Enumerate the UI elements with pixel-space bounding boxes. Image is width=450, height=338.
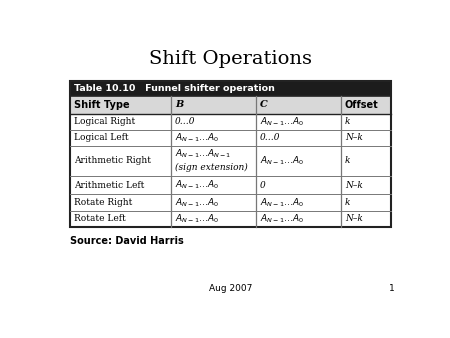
Text: 0…0: 0…0 xyxy=(175,117,195,126)
Text: Arithmetic Right: Arithmetic Right xyxy=(74,156,151,165)
Text: Logical Left: Logical Left xyxy=(74,133,128,142)
Text: Rotate Left: Rotate Left xyxy=(74,214,126,223)
Text: Shift Operations: Shift Operations xyxy=(149,50,312,68)
Text: C: C xyxy=(260,100,268,110)
Text: $A_{N-1}\ldots A_0$: $A_{N-1}\ldots A_0$ xyxy=(175,196,219,209)
Text: $A_{N-1}\ldots A_0$: $A_{N-1}\ldots A_0$ xyxy=(175,131,219,144)
Text: Table 10.10   Funnel shifter operation: Table 10.10 Funnel shifter operation xyxy=(74,84,275,93)
Text: $A_{N-1}\ldots A_0$: $A_{N-1}\ldots A_0$ xyxy=(260,212,304,225)
Text: Rotate Right: Rotate Right xyxy=(74,198,132,207)
Text: 0…0: 0…0 xyxy=(260,133,280,142)
Text: N–k: N–k xyxy=(345,181,363,190)
Text: N–k: N–k xyxy=(345,133,363,142)
Bar xyxy=(70,96,391,114)
Text: Aug 2007: Aug 2007 xyxy=(209,284,252,293)
Text: $A_{N-1}\ldots A_{N-1}$
(sign extension): $A_{N-1}\ldots A_{N-1}$ (sign extension) xyxy=(175,148,248,172)
Text: Source: David Harris: Source: David Harris xyxy=(70,236,184,246)
Text: $A_{N-1}\ldots A_0$: $A_{N-1}\ldots A_0$ xyxy=(260,115,304,128)
Text: Offset: Offset xyxy=(345,100,378,110)
Text: 1: 1 xyxy=(389,284,395,293)
Text: k: k xyxy=(345,117,350,126)
Text: N–k: N–k xyxy=(345,214,363,223)
Text: Shift Type: Shift Type xyxy=(74,100,129,110)
Text: B: B xyxy=(175,100,183,110)
Text: $A_{N-1}\ldots A_0$: $A_{N-1}\ldots A_0$ xyxy=(260,155,304,167)
Text: Arithmetic Left: Arithmetic Left xyxy=(74,181,144,190)
Text: k: k xyxy=(345,156,350,165)
Text: Logical Right: Logical Right xyxy=(74,117,135,126)
Bar xyxy=(70,81,391,96)
Text: $A_{N-1}\ldots A_0$: $A_{N-1}\ldots A_0$ xyxy=(175,179,219,192)
Text: $A_{N-1}\ldots A_0$: $A_{N-1}\ldots A_0$ xyxy=(260,196,304,209)
Text: k: k xyxy=(345,198,350,207)
Text: $A_{N-1}\ldots A_0$: $A_{N-1}\ldots A_0$ xyxy=(175,212,219,225)
Text: 0: 0 xyxy=(260,181,266,190)
